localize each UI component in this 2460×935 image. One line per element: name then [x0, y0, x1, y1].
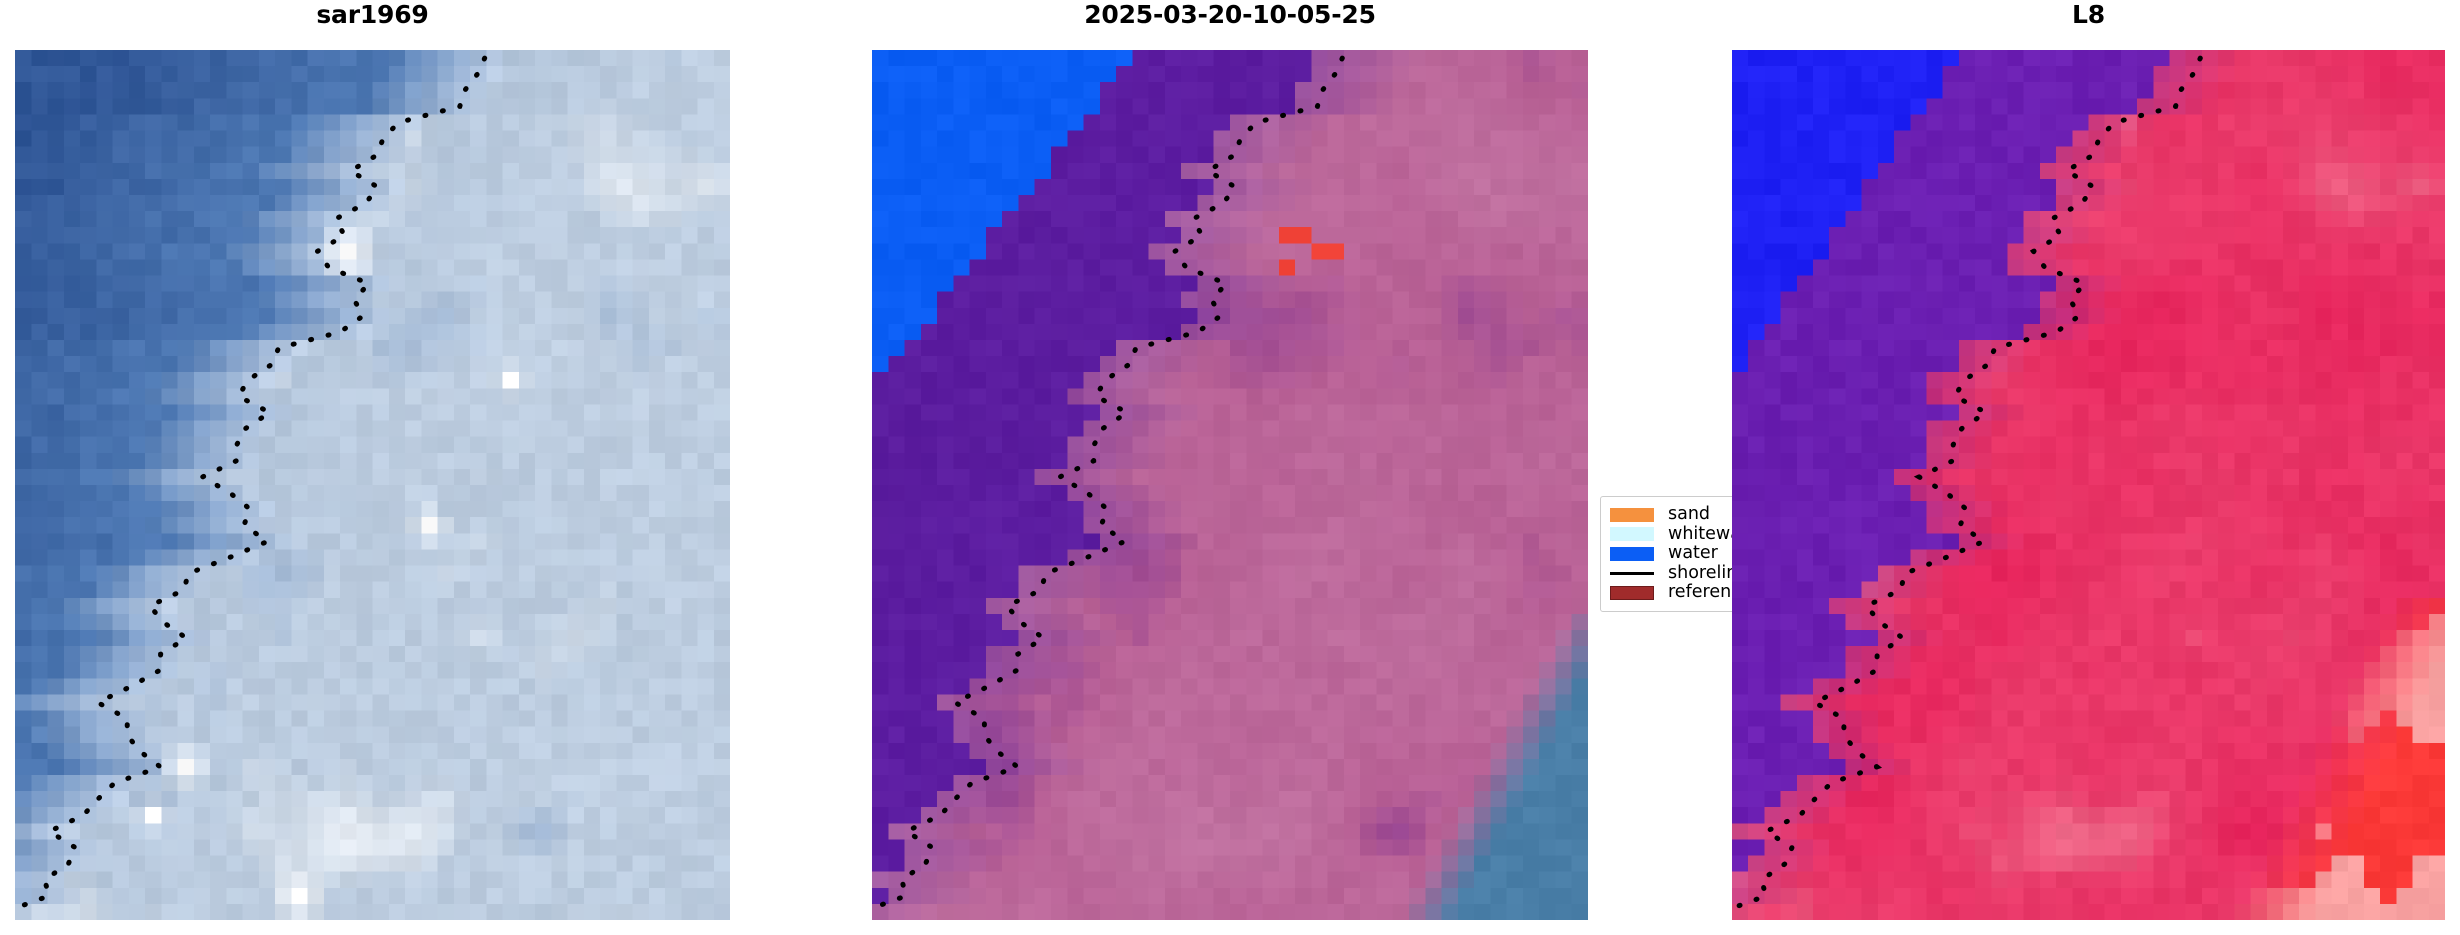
panel-title-l8: L8 — [2072, 0, 2105, 29]
legend-item-whitewater: whitewater — [1610, 524, 1766, 545]
panel-image-timestamp[interactable] — [872, 50, 1588, 920]
shoreline-overlay — [1732, 55, 2203, 911]
legend-label-water: water — [1668, 543, 1718, 564]
shoreline-line-icon — [1610, 564, 1656, 584]
panel-image-l8[interactable] — [1732, 50, 2445, 920]
sand-swatch-icon — [1610, 505, 1656, 525]
legend-label-sand: sand — [1668, 504, 1711, 524]
legend-item-water: water — [1610, 544, 1730, 564]
legend-item-shoreline: shoreline — [1610, 563, 1748, 584]
reference-shoreline-swatch-icon — [1610, 583, 1656, 603]
whitewater-swatch-icon — [1610, 525, 1656, 545]
legend: sand whitewater water shoreline referenc… — [1600, 496, 1837, 612]
panel-title-sar1969: sar1969 — [316, 0, 429, 29]
legend-item-sand: sand — [1610, 504, 1730, 525]
water-swatch-icon — [1610, 544, 1656, 564]
panel-l8: L8 — [1732, 0, 2445, 920]
shoreline-overlay — [15, 55, 488, 911]
legend-label-shoreline: shoreline — [1668, 562, 1749, 583]
shoreline-overlay — [872, 55, 1345, 911]
panel-title-timestamp: 2025-03-20-10-05-25 — [1084, 0, 1376, 29]
panel-sar1969: sar1969 — [15, 0, 730, 920]
panel-image-sar1969[interactable] — [15, 50, 730, 920]
panel-2025-03-20-10-05-25: 2025-03-20-10-05-25 — [872, 0, 1588, 920]
legend-item-reference-shoreline: reference shoreline — [1610, 583, 1837, 603]
